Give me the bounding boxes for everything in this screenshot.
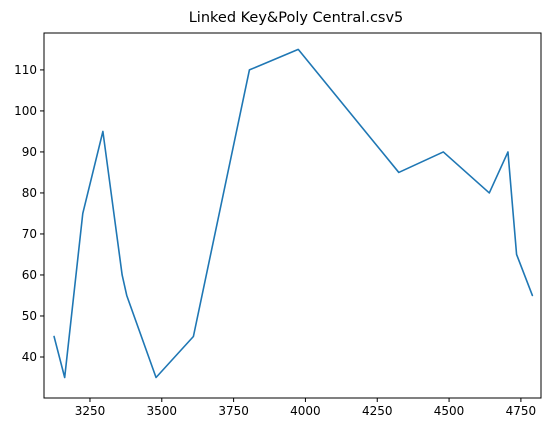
x-tick-label: 3750 [218,404,249,418]
y-axis: 40 50 60 70 80 90 100 110 [14,63,44,364]
y-tick-label: 100 [14,104,37,118]
y-tick-label: 110 [14,63,37,77]
y-tick-label: 70 [22,227,37,241]
series-line-0 [53,48,534,379]
chart-title: Linked Key&Poly Central.csv5 [189,10,404,26]
y-tick-label: 40 [22,350,37,364]
y-tick-label: 60 [22,268,37,282]
x-tick-label: 4000 [290,404,321,418]
x-tick-label: 4750 [506,404,537,418]
series-layer [53,48,534,379]
x-tick-label: 3500 [147,404,178,418]
x-tick-label: 4250 [362,404,393,418]
axes-frame [43,32,542,399]
x-tick-label: 3250 [75,404,106,418]
plot-area: 3250 3500 3750 4000 4250 4500 4750 40 50 60 70 80 9… [14,32,542,418]
x-tick-label: 4500 [434,404,465,418]
y-tick-label: 80 [22,186,37,200]
y-tick-label: 50 [22,309,37,323]
x-axis: 3250 3500 3750 4000 4250 4500 4750 [75,398,536,418]
y-tick-label: 90 [22,145,37,159]
